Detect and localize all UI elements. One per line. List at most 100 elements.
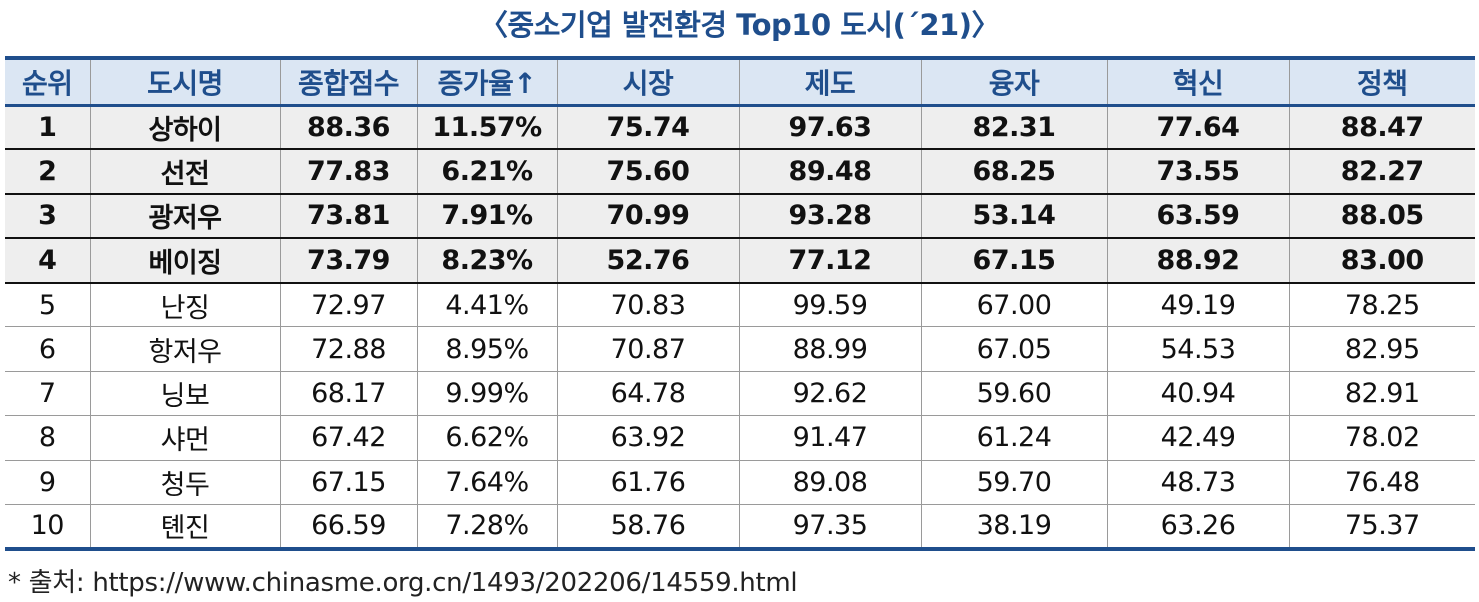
market-cell: 63.92 <box>556 415 739 461</box>
rank-cell: 4 <box>5 238 90 284</box>
city-cell: 샤먼 <box>89 415 280 461</box>
policy-cell: 76.48 <box>1288 460 1475 506</box>
policy-cell: 83.00 <box>1288 238 1475 284</box>
growth-rate-cell: 8.23% <box>416 238 557 284</box>
rank-cell: 2 <box>5 149 90 195</box>
policy-cell: 88.47 <box>1288 105 1475 151</box>
city-cell: 항저우 <box>89 326 280 372</box>
innovation-cell: 48.73 <box>1106 460 1289 506</box>
financing-cell: 53.14 <box>920 193 1107 240</box>
total-score-cell: 73.81 <box>279 193 417 240</box>
rank-cell: 3 <box>5 193 90 240</box>
table-row: 4 베이징 73.79 8.23% 52.76 77.12 67.15 88.9… <box>5 238 1475 284</box>
total-score-cell: 68.17 <box>279 371 417 417</box>
total-score-cell: 67.42 <box>279 415 417 461</box>
source-note: * 출처: https://www.chinasme.org.cn/1493/2… <box>8 568 798 598</box>
institution-cell: 91.47 <box>738 415 921 461</box>
city-cell: 톈진 <box>89 504 280 551</box>
table-row: 10 톈진 66.59 7.28% 58.76 97.35 38.19 63.2… <box>5 504 1475 551</box>
institution-cell: 89.08 <box>738 460 921 506</box>
market-cell: 75.60 <box>556 149 739 195</box>
header-financing: 융자 <box>920 56 1107 107</box>
financing-cell: 61.24 <box>920 415 1107 461</box>
city-cell: 닝보 <box>89 371 280 417</box>
header-innovation: 혁신 <box>1106 56 1289 107</box>
policy-cell: 82.27 <box>1288 149 1475 195</box>
ranking-table: 순위 도시명 종합점수 증가율↑ 시장 제도 융자 혁신 정책 1 상하이 88… <box>5 56 1475 551</box>
growth-rate-cell: 6.21% <box>416 149 557 195</box>
financing-cell: 38.19 <box>920 504 1107 551</box>
city-cell: 상하이 <box>89 105 280 151</box>
market-cell: 70.87 <box>556 326 739 372</box>
header-city: 도시명 <box>89 56 280 107</box>
financing-cell: 67.05 <box>920 326 1107 372</box>
growth-rate-cell: 4.41% <box>416 282 557 328</box>
innovation-cell: 40.94 <box>1106 371 1289 417</box>
policy-cell: 75.37 <box>1288 504 1475 551</box>
innovation-cell: 88.92 <box>1106 238 1289 284</box>
market-cell: 70.83 <box>556 282 739 328</box>
policy-cell: 88.05 <box>1288 193 1475 240</box>
header-rank: 순위 <box>5 56 90 107</box>
institution-cell: 77.12 <box>738 238 921 284</box>
total-score-cell: 66.59 <box>279 504 417 551</box>
city-cell: 선전 <box>89 149 280 195</box>
table-row: 8 샤먼 67.42 6.62% 63.92 91.47 61.24 42.49… <box>5 415 1475 461</box>
financing-cell: 59.60 <box>920 371 1107 417</box>
financing-cell: 59.70 <box>920 460 1107 506</box>
city-cell: 난징 <box>89 282 280 328</box>
rank-cell: 8 <box>5 415 90 461</box>
policy-cell: 82.91 <box>1288 371 1475 417</box>
growth-rate-cell: 7.91% <box>416 193 557 240</box>
market-cell: 75.74 <box>556 105 739 151</box>
rank-cell: 5 <box>5 282 90 328</box>
total-score-cell: 72.88 <box>279 326 417 372</box>
institution-cell: 93.28 <box>738 193 921 240</box>
table-row: 6 항저우 72.88 8.95% 70.87 88.99 67.05 54.5… <box>5 326 1475 372</box>
financing-cell: 67.15 <box>920 238 1107 284</box>
total-score-cell: 77.83 <box>279 149 417 195</box>
rank-cell: 7 <box>5 371 90 417</box>
total-score-cell: 88.36 <box>279 105 417 151</box>
table-title: 〈중소기업 발전환경 Top10 도시(´21)〉 <box>479 8 1000 42</box>
total-score-cell: 73.79 <box>279 238 417 284</box>
growth-rate-cell: 9.99% <box>416 371 557 417</box>
total-score-cell: 67.15 <box>279 460 417 506</box>
financing-cell: 67.00 <box>920 282 1107 328</box>
innovation-cell: 49.19 <box>1106 282 1289 328</box>
table-row: 1 상하이 88.36 11.57% 75.74 97.63 82.31 77.… <box>5 105 1475 151</box>
growth-rate-cell: 7.28% <box>416 504 557 551</box>
table-row: 3 광저우 73.81 7.91% 70.99 93.28 53.14 63.5… <box>5 193 1475 240</box>
rank-cell: 1 <box>5 105 90 151</box>
growth-rate-cell: 6.62% <box>416 415 557 461</box>
innovation-cell: 73.55 <box>1106 149 1289 195</box>
institution-cell: 97.63 <box>738 105 921 151</box>
financing-cell: 68.25 <box>920 149 1107 195</box>
market-cell: 64.78 <box>556 371 739 417</box>
institution-cell: 88.99 <box>738 326 921 372</box>
growth-rate-cell: 11.57% <box>416 105 557 151</box>
market-cell: 70.99 <box>556 193 739 240</box>
city-cell: 광저우 <box>89 193 280 240</box>
header-growth-rate: 증가율↑ <box>416 56 557 107</box>
innovation-cell: 54.53 <box>1106 326 1289 372</box>
rank-cell: 9 <box>5 460 90 506</box>
institution-cell: 97.35 <box>738 504 921 551</box>
policy-cell: 78.02 <box>1288 415 1475 461</box>
header-row: 순위 도시명 종합점수 증가율↑ 시장 제도 융자 혁신 정책 <box>5 56 1475 107</box>
table-row: 7 닝보 68.17 9.99% 64.78 92.62 59.60 40.94… <box>5 371 1475 417</box>
market-cell: 61.76 <box>556 460 739 506</box>
rank-cell: 10 <box>5 504 90 551</box>
table-row: 9 청두 67.15 7.64% 61.76 89.08 59.70 48.73… <box>5 460 1475 506</box>
header-institution: 제도 <box>738 56 921 107</box>
policy-cell: 82.95 <box>1288 326 1475 372</box>
innovation-cell: 63.26 <box>1106 504 1289 551</box>
innovation-cell: 63.59 <box>1106 193 1289 240</box>
growth-rate-cell: 8.95% <box>416 326 557 372</box>
institution-cell: 99.59 <box>738 282 921 328</box>
city-cell: 청두 <box>89 460 280 506</box>
market-cell: 58.76 <box>556 504 739 551</box>
header-policy: 정책 <box>1288 56 1475 107</box>
header-total-score: 종합점수 <box>279 56 417 107</box>
financing-cell: 82.31 <box>920 105 1107 151</box>
